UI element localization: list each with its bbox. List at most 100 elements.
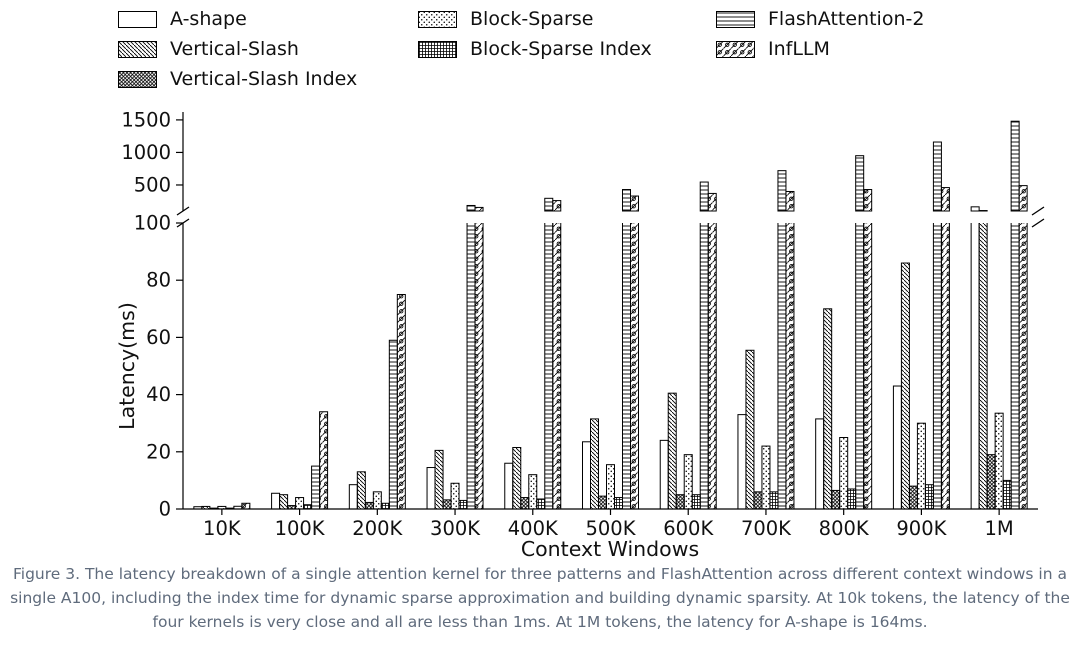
bar-block-sparse-400k	[528, 474, 538, 510]
legend-label: Block-Sparse Index	[470, 38, 652, 60]
bar-a-shape-500k	[582, 441, 591, 510]
bar-flashattention-2-400k	[544, 223, 554, 510]
bar-vertical-slash-400k	[512, 447, 522, 510]
bar-vertical-slash-1m	[978, 223, 988, 510]
bar-block-sparse-700k	[761, 445, 771, 510]
legend-item-infllm: InfLLM	[716, 38, 924, 60]
bar-block-sparse-1m	[994, 412, 1004, 510]
bar-flashattention-2-900k	[932, 223, 942, 510]
legend-label: Vertical-Slash	[170, 38, 299, 60]
x-tick-label: 700K	[741, 517, 792, 540]
figure-caption: Figure 3. The latency breakdown of a sin…	[10, 565, 1070, 632]
bar-vertical-slash-index-800k	[831, 489, 841, 510]
y-axis-label: Latency(ms)	[115, 302, 139, 430]
bar-infllm-700k-upper	[785, 190, 795, 212]
legend-label: Vertical-Slash Index	[170, 68, 358, 90]
bar-flashattention-2-1m-upper	[1010, 120, 1020, 212]
bar-vertical-slash-index-200k	[364, 501, 374, 510]
bar-a-shape-200k	[348, 484, 358, 510]
legend-item-flashattention-2: FlashAttention-2	[716, 8, 924, 30]
bar-block-sparse-index-300k	[458, 499, 468, 510]
bar-a-shape-700k	[737, 414, 747, 510]
bar-infllm-1m	[1018, 223, 1028, 510]
vertical-slash-index-swatch-icon	[118, 70, 157, 88]
bar-infllm-1m-upper	[1018, 185, 1028, 212]
x-axis-label: Context Windows	[521, 537, 699, 561]
bar-flashattention-2-300k	[466, 223, 476, 510]
bar-block-sparse-index-600k	[691, 494, 701, 510]
axis-break-mark	[176, 218, 190, 228]
bar-infllm-800k-upper	[863, 189, 873, 212]
bar-infllm-400k	[552, 223, 562, 510]
legend-item-block-sparse: Block-Sparse	[418, 8, 716, 30]
x-tick-label: 200K	[352, 517, 403, 540]
bar-block-sparse-500k	[606, 464, 615, 510]
bar-vertical-slash-800k	[823, 308, 833, 510]
bar-block-sparse-index-700k	[769, 491, 779, 510]
bar-block-sparse-index-800k	[847, 488, 857, 510]
bar-infllm-10k	[241, 502, 251, 510]
bar-infllm-900k	[940, 223, 950, 510]
legend-label: Block-Sparse	[470, 8, 594, 30]
bar-infllm-600k	[707, 223, 717, 510]
x-tick-label: 300K	[430, 517, 481, 540]
flashattention-2-swatch-icon	[716, 10, 755, 28]
bar-flashattention-2-700k-upper	[777, 170, 787, 212]
bar-block-sparse-index-100k	[303, 504, 313, 510]
bar-flashattention-2-600k	[699, 223, 709, 510]
x-tick-label: 900K	[896, 517, 947, 540]
bar-a-shape-100k	[271, 492, 281, 510]
bar-infllm-200k	[396, 294, 406, 510]
bar-vertical-slash-300k	[434, 449, 444, 510]
legend-item-vertical-slash-index: Vertical-Slash Index	[118, 68, 418, 90]
bar-vertical-slash-200k	[356, 471, 366, 510]
y-tick-label: 1000	[121, 141, 171, 164]
axis-break-mark	[176, 206, 190, 216]
bar-flashattention-2-900k-upper	[932, 141, 942, 212]
bar-vertical-slash-600k	[667, 392, 677, 510]
bar-vertical-slash-900k	[900, 262, 910, 510]
legend-item-vertical-slash: Vertical-Slash	[118, 38, 418, 60]
bar-vertical-slash-index-300k	[442, 499, 452, 510]
bar-infllm-600k-upper	[707, 192, 717, 212]
y-tick-label: 500	[134, 173, 171, 196]
bar-block-sparse-900k	[916, 422, 926, 510]
bar-vertical-slash-100k	[279, 494, 289, 510]
bar-block-sparse-index-200k	[380, 502, 390, 510]
legend-item-block-sparse-index: Block-Sparse Index	[418, 38, 716, 60]
bar-a-shape-800k	[815, 418, 825, 510]
bar-flashattention-2-600k-upper	[699, 181, 709, 212]
bar-vertical-slash-index-400k	[520, 497, 530, 510]
legend-item-a-shape: A-shape	[118, 8, 418, 30]
bar-flashattention-2-800k	[855, 223, 865, 510]
legend-label: InfLLM	[768, 38, 830, 60]
bar-flashattention-2-500k-upper	[622, 189, 631, 212]
bar-vertical-slash-500k	[590, 418, 599, 510]
bar-vertical-slash-700k	[745, 349, 755, 510]
legend-label: A-shape	[170, 8, 247, 30]
x-tick-label: 1M	[985, 517, 1014, 540]
axis-break-mark	[1031, 218, 1045, 228]
bar-infllm-500k	[630, 223, 639, 510]
bar-vertical-slash-index-700k	[753, 491, 763, 510]
bar-infllm-700k	[785, 223, 795, 510]
bar-flashattention-2-500k	[622, 223, 631, 510]
bar-block-sparse-300k	[450, 482, 460, 510]
x-tick-label: 800K	[819, 517, 870, 540]
bar-block-sparse-600k	[683, 454, 693, 510]
block-sparse-index-swatch-icon	[418, 40, 457, 58]
bar-flashattention-2-700k	[777, 223, 787, 510]
bar-block-sparse-index-400k	[536, 498, 546, 510]
bar-infllm-300k	[474, 223, 484, 510]
bars-lower-panel	[193, 223, 1028, 510]
bar-block-sparse-index-500k	[614, 497, 623, 510]
y-tick-label: 40	[146, 383, 171, 406]
bar-infllm-400k-upper	[552, 200, 562, 212]
bar-a-shape-1m	[970, 223, 980, 510]
bar-a-shape-400k	[504, 462, 514, 510]
x-tick-label: 100K	[275, 517, 326, 540]
y-tick-label: 60	[146, 326, 171, 349]
bar-flashattention-2-800k-upper	[855, 155, 865, 212]
y-tick-label: 1500	[121, 108, 171, 131]
axes: 0 20 40 60 80 100 500 1000 1500 10K 100K 200K 300K 40…	[121, 108, 1045, 540]
